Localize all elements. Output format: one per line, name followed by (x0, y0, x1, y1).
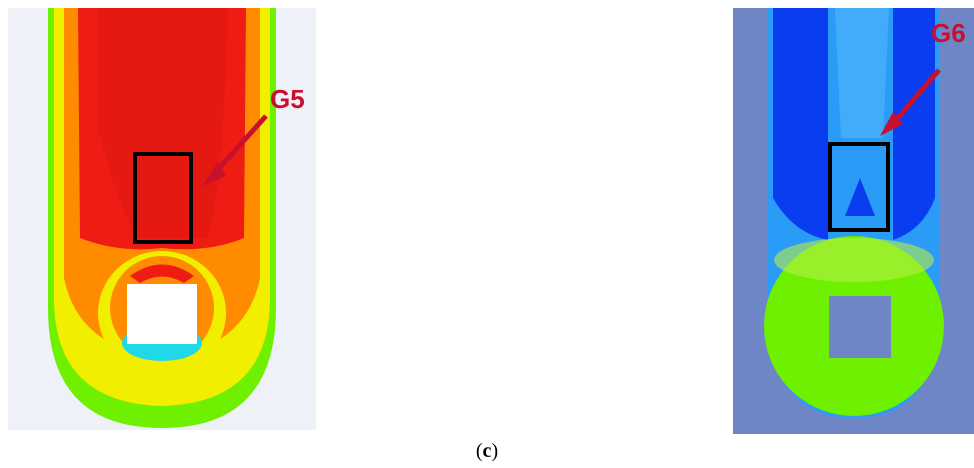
arrow-g5-shaft (210, 114, 268, 178)
right-arm-dark-blue (893, 8, 935, 240)
triangle-mark (845, 178, 875, 216)
left-arm-dark-blue (773, 8, 828, 240)
gauge-label-g5: G5 (270, 84, 305, 114)
middle-highlight (835, 8, 889, 138)
arrow-g6-head (880, 112, 903, 136)
arrow-g5-head (202, 162, 226, 186)
figure-caption: (c) (0, 440, 974, 463)
square-hole (127, 284, 197, 344)
red-streak (98, 8, 228, 238)
disc-top-highlight (774, 238, 934, 282)
square-hole-right (829, 296, 891, 358)
gauge-label-g6: G6 (931, 18, 966, 48)
right-contour-image: G6 (733, 8, 974, 434)
left-contour-image: G5 (8, 8, 316, 430)
right-contour-panel: G6 (733, 8, 974, 434)
caption-letter: c (482, 440, 492, 462)
hole-top-red (130, 264, 194, 283)
left-contour-panel: G5 (8, 8, 316, 430)
caption-open-paren: ( (475, 440, 483, 462)
gauge-box-g6 (828, 142, 890, 232)
arrow-g6-shaft (889, 68, 941, 128)
gauge-box-g5 (133, 152, 193, 244)
caption-close-paren: ) (491, 440, 499, 462)
